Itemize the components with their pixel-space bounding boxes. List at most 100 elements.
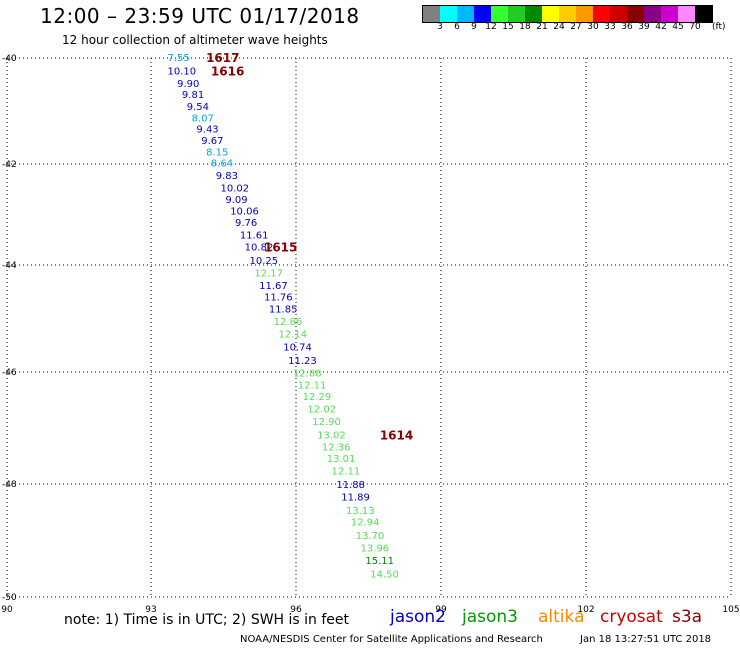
- color-swatch: [559, 6, 576, 22]
- wave-height-label: 9.43: [196, 125, 218, 136]
- color-swatch: [627, 6, 644, 22]
- color-swatch: [610, 6, 627, 22]
- color-swatch: [474, 6, 491, 22]
- wave-height-label: 9.09: [225, 195, 247, 206]
- color-swatch: [678, 6, 695, 22]
- wave-height-label: 12.11: [298, 381, 327, 392]
- wave-height-label: 13.13: [346, 506, 375, 517]
- color-scale-tick-label: 24: [553, 22, 565, 32]
- color-swatch: [525, 6, 542, 22]
- wave-height-label: 12.90: [312, 417, 341, 428]
- wave-height-label: 7.55: [167, 53, 189, 64]
- wave-height-label: 10.25: [250, 256, 279, 267]
- color-scale-tick-label: 42: [655, 22, 667, 32]
- wave-height-label: 14.50: [370, 569, 399, 580]
- y-tick-label: -48: [2, 480, 17, 490]
- color-swatch: [542, 6, 559, 22]
- wave-height-label: 9.54: [187, 102, 209, 113]
- wave-height-label: 12.94: [351, 518, 380, 529]
- x-tick-label: 105: [722, 605, 739, 615]
- wave-height-label: 10.02: [221, 183, 250, 194]
- legend-item-jason2: jason2: [390, 607, 446, 627]
- x-tick-label: 99: [435, 605, 447, 615]
- y-tick-label: -42: [2, 160, 17, 170]
- x-tick-label: 93: [145, 605, 156, 615]
- wave-height-label: 8.15: [206, 147, 228, 158]
- color-scale-bar: [422, 5, 713, 23]
- wave-height-label: 11.76: [264, 292, 293, 303]
- chart-subtitle: 12 hour collection of altimeter wave hei…: [62, 33, 328, 47]
- x-tick-label: 102: [577, 605, 594, 615]
- color-swatch: [695, 6, 712, 22]
- wave-height-label: 11.89: [341, 492, 370, 503]
- color-scale-tick-label: 33: [604, 22, 616, 32]
- legend-item-jason3: jason3: [462, 607, 518, 627]
- color-scale-tick-label: 27: [570, 22, 582, 32]
- time-label: 1615: [264, 241, 297, 255]
- color-scale-tick-label: 15: [502, 22, 514, 32]
- wave-height-label: 11.23: [288, 356, 317, 367]
- wave-height-label: 13.02: [317, 430, 346, 441]
- wave-height-label: 11.61: [240, 230, 269, 241]
- generated-timestamp: Jan 18 13:27:51 UTC 2018: [580, 634, 712, 645]
- credit-line: NOAA/NESDIS Center for Satellite Applica…: [240, 634, 543, 645]
- color-scale-tick-label: 21: [536, 22, 548, 32]
- color-scale-tick-label: 30: [587, 22, 599, 32]
- wave-height-label: 10.74: [283, 342, 312, 353]
- color-swatch: [644, 6, 661, 22]
- color-swatch: [508, 6, 525, 22]
- wave-height-label: 10.06: [230, 207, 259, 218]
- wave-height-label: 12.86: [274, 317, 303, 328]
- legend-item-s3a: s3a: [672, 607, 703, 627]
- y-tick-label: -50: [2, 593, 17, 603]
- color-swatch: [593, 6, 610, 22]
- wave-height-label: 12.36: [322, 443, 351, 454]
- y-tick-label: -44: [2, 261, 17, 271]
- wave-height-label: 10.82: [245, 243, 274, 254]
- time-label: 1616: [211, 64, 244, 78]
- time-label: 1617: [206, 51, 239, 65]
- wave-height-label: 9.67: [201, 136, 223, 147]
- y-tick-label: -46: [2, 368, 17, 378]
- color-scale-tick-label: 36: [621, 22, 633, 32]
- color-swatch: [440, 6, 457, 22]
- wave-height-label: 8.07: [192, 113, 214, 124]
- x-tick-label: 90: [1, 605, 13, 615]
- wave-height-label: 12.11: [332, 466, 361, 477]
- y-tick-label: -40: [2, 54, 17, 64]
- wave-height-label: 15.11: [365, 556, 394, 567]
- color-scale-tick-label: 3: [437, 22, 443, 32]
- legend-item-altika: altika: [538, 607, 585, 627]
- wave-height-label: 8.64: [211, 159, 233, 170]
- color-scale-tick-label: 18: [519, 22, 531, 32]
- wave-height-label: 12.14: [278, 330, 307, 341]
- wave-height-label: 13.96: [361, 543, 390, 554]
- chart-title: 12:00 – 23:59 UTC 01/17/2018: [40, 4, 360, 28]
- color-scale-tick-label: 45: [672, 22, 684, 32]
- color-swatch: [661, 6, 678, 22]
- wave-height-label: 11.67: [259, 281, 288, 292]
- x-tick-label: 96: [290, 605, 302, 615]
- wave-height-label: 13.70: [356, 531, 385, 542]
- wave-height-label: 11.85: [269, 305, 298, 316]
- color-scale-tick-label: 6: [454, 22, 460, 32]
- time-label: 1614: [380, 428, 413, 442]
- color-scale-tick-label: 12: [485, 22, 497, 32]
- color-swatch: [491, 6, 508, 22]
- wave-height-label: 9.81: [182, 90, 204, 101]
- color-swatch: [423, 6, 440, 22]
- wave-height-label: 11.88: [336, 480, 365, 491]
- color-scale-tick-label: 9: [471, 22, 477, 32]
- footnote: note: 1) Time is in UTC; 2) SWH is in fe…: [64, 612, 350, 628]
- wave-height-label: 13.01: [327, 454, 356, 465]
- color-scale-tick-label: 39: [638, 22, 650, 32]
- color-scale-unit: (ft): [712, 22, 726, 32]
- wave-height-label: 9.83: [216, 171, 238, 182]
- wave-height-label: 10.10: [167, 66, 196, 77]
- wave-height-label: 12.02: [307, 404, 336, 415]
- wave-height-label: 9.90: [177, 79, 199, 90]
- color-swatch: [457, 6, 474, 22]
- color-swatch: [576, 6, 593, 22]
- wave-height-label: 9.76: [235, 218, 257, 229]
